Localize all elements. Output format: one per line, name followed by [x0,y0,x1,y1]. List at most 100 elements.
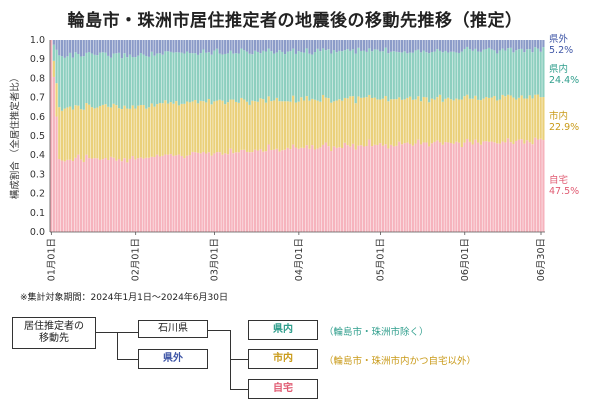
bar-segment-3 [351,49,355,97]
bar-segment-2 [512,97,515,144]
bar-segment-4 [520,40,523,49]
connector [230,389,248,390]
bar-segment-4 [536,40,540,49]
bar-segment-2 [485,97,488,142]
bar-segment-3 [292,48,295,96]
x-tick-label: 03月01日 [210,238,221,281]
bar-segment-3 [444,50,447,99]
bar-segment-4 [289,40,292,52]
bar-segment-1 [425,142,428,232]
bar-segment-4 [485,40,488,50]
bar-segment-3 [477,51,480,100]
bar-segment-2 [452,100,455,144]
bar-segment-4 [180,40,183,53]
bar-segment-4 [387,40,390,54]
bar-segment-1 [534,137,537,232]
bar-segment-3 [506,48,510,95]
connector [117,332,118,360]
bar-segment-2 [341,100,344,148]
bar-segment-3 [498,50,501,100]
bar-segment-1 [156,154,159,232]
bar-segment-2 [215,100,219,153]
bar-segment-2 [145,108,148,158]
bar-segment-3 [392,51,395,100]
bar-segment-4 [474,40,477,49]
bar-segment-3 [398,52,401,98]
bar-segment-3 [474,48,477,96]
bar-segment-3 [63,57,66,109]
bar-segment-2 [289,101,292,150]
bar-segment-2 [109,107,113,157]
bar-segment-4 [436,40,439,50]
bar-segment-2 [134,108,137,160]
bar-segment-1 [224,153,227,232]
bar-segment-2 [493,96,496,143]
bar-segment-3 [517,49,521,98]
bar-segment-3 [240,48,243,98]
bar-segment-1 [240,149,243,232]
bar-segment-4 [414,40,417,51]
bar-segment-4 [362,40,365,51]
bar-segment-3 [142,54,145,106]
bar-segment-1 [126,162,129,232]
bar-segment-2 [308,100,311,149]
bar-segment-4 [191,40,194,54]
bar-segment-1 [330,151,333,232]
bar-segment-4 [259,40,262,54]
x-tick-label: 01月01日 [46,238,57,281]
bar-segment-2 [381,98,385,146]
bar-segment-2 [164,100,167,155]
bar-segment-4 [134,40,137,58]
bar-segment-2 [327,98,330,147]
bar-segment-4 [215,40,219,49]
x-tick-label: 06月30日 [536,238,547,281]
bar-segment-4 [262,40,265,51]
bar-segment-1 [117,158,121,232]
bar-segment-2 [324,97,327,143]
bar-segment-4 [525,40,529,50]
bar-segment-2 [63,108,66,162]
bar-segment-4 [512,40,515,53]
bar-segment-1 [520,139,523,232]
bar-segment-4 [107,40,110,56]
bar-segment-2 [357,96,360,146]
bar-segment-2 [112,103,115,158]
bar-segment-3 [134,57,137,109]
bar-segment-3 [273,53,276,101]
bar-segment-4 [112,40,115,54]
bar-segment-4 [302,40,306,53]
bar-segment-2 [259,98,262,150]
y-tick-label: 0.0 [30,227,45,238]
bar-segment-3 [137,55,140,106]
bar-segment-2 [368,94,371,140]
bar-segment-1 [169,154,172,232]
bar-segment-4 [357,40,360,48]
bar-segment-3 [210,54,213,105]
bar-segment-4 [493,40,496,51]
bar-segment-1 [194,152,197,232]
bar-segment-3 [66,56,69,108]
bar-segment-2 [501,94,504,142]
bar-segment-1 [490,141,493,232]
bar-segment-2 [403,99,406,144]
bar-segment-2 [234,101,238,153]
bar-segment-2 [226,102,230,155]
bar-segment-4 [381,40,385,52]
bar-segment-2 [528,95,531,143]
bar-segment-3 [403,51,406,100]
bar-segment-2 [365,97,368,146]
bar-segment-2 [539,97,542,139]
bar-segment-2 [313,99,317,150]
bar-segment-1 [134,159,137,232]
bar-segment-2 [281,101,284,151]
bar-segment-2 [267,96,270,145]
y-tick-label: 0.1 [30,208,45,219]
bar-segment-4 [425,40,428,53]
bar-segment-4 [286,40,289,52]
bar-segment-4 [379,40,382,52]
bar-segment-3 [98,52,102,107]
bar-segment-4 [93,40,96,55]
bar-segment-4 [85,40,88,53]
bar-segment-4 [210,40,213,55]
bar-segment-2 [224,104,227,154]
